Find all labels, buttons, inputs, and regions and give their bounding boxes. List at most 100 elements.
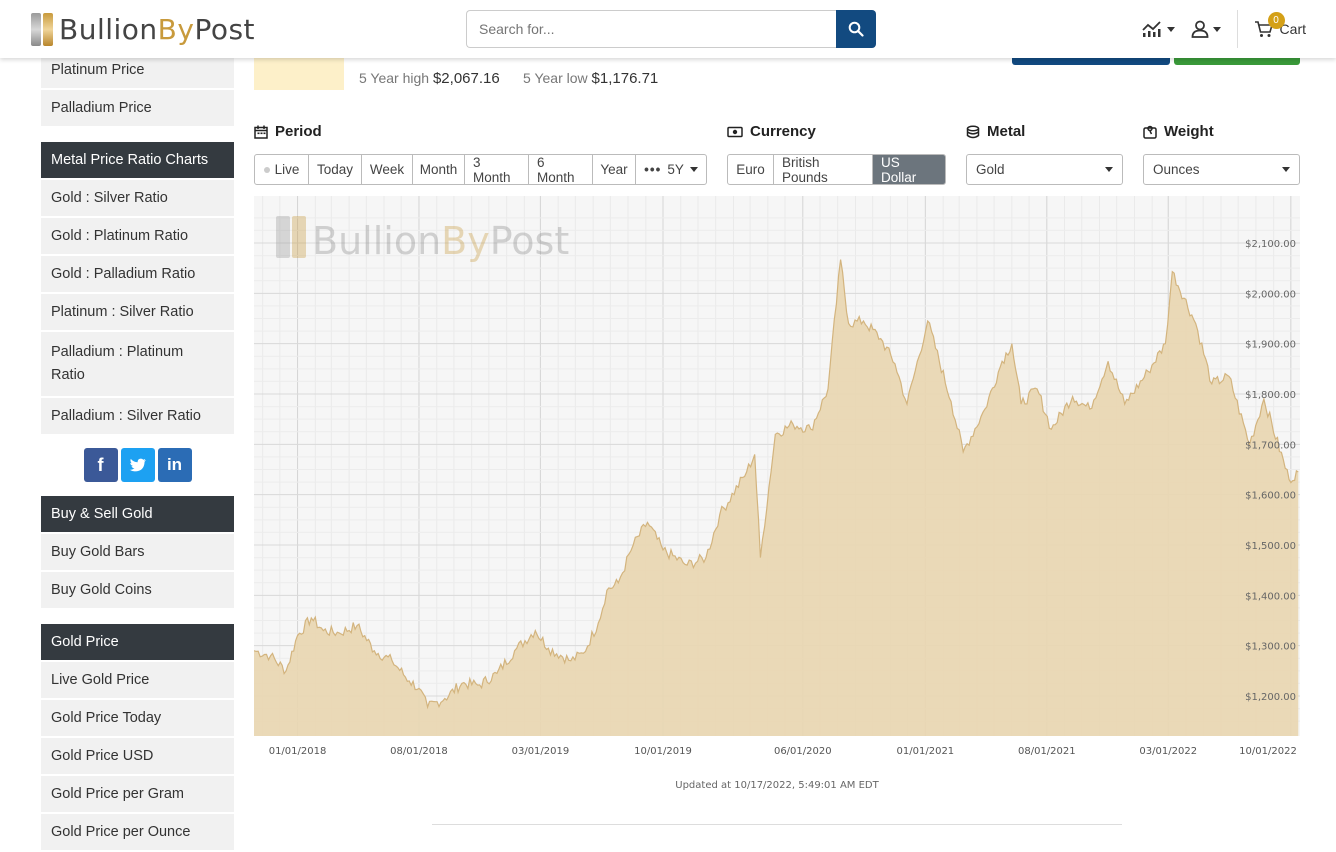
calendar-icon: [254, 125, 268, 139]
currency-gbp[interactable]: British Pounds: [774, 155, 873, 184]
chart-watermark: BullionByPost: [276, 216, 569, 263]
x-axis-labels: 01/01/2018 08/01/2018 03/01/2019 10/01/2019…: [269, 746, 1297, 757]
period-live[interactable]: Live: [255, 155, 309, 184]
account-menu[interactable]: [1191, 20, 1221, 38]
y-tick-label: $1,900.00: [1245, 340, 1296, 351]
gold-price-chart[interactable]: BullionByPost $1,200.00 $1,300.00 $1,400.0…: [253, 196, 1300, 770]
x-tick-label: 06/01/2020: [774, 746, 832, 757]
social-links: f in: [41, 448, 234, 482]
search-input[interactable]: [466, 10, 836, 48]
sidebar-item-gold-palladium-ratio[interactable]: Gold : Palladium Ratio: [41, 256, 234, 292]
sidebar-item-buy-gold-bars[interactable]: Buy Gold Bars: [41, 534, 234, 570]
x-tick-label: 01/01/2018: [269, 746, 327, 757]
high-label: 5 Year high: [359, 70, 430, 86]
currency-label: Currency: [727, 123, 816, 140]
site-logo[interactable]: BullionByPost: [31, 11, 255, 47]
period-month[interactable]: Month: [413, 155, 465, 184]
divider: [432, 824, 1122, 825]
sidebar-item-gold-platinum-ratio[interactable]: Gold : Platinum Ratio: [41, 218, 234, 254]
sidebar-item-gold-silver-ratio[interactable]: Gold : Silver Ratio: [41, 180, 234, 216]
user-icon: [1191, 20, 1208, 38]
sidebar-item-palladium-silver-ratio[interactable]: Palladium : Silver Ratio: [41, 398, 234, 434]
metal-select[interactable]: Gold: [966, 154, 1123, 185]
cart-button[interactable]: 0 Cart: [1236, 10, 1306, 48]
period-more-dropdown[interactable]: ••• 5Y: [636, 155, 706, 184]
sidebar-item-palladium-platinum-ratio[interactable]: Palladium : Platinum Ratio: [41, 332, 234, 396]
y-tick-label: $2,100.00: [1245, 239, 1296, 250]
chevron-down-icon: [1166, 26, 1175, 32]
period-week[interactable]: Week: [362, 155, 413, 184]
y-axis-labels: $1,200.00 $1,300.00 $1,400.00 $1,500.00 $1,6…: [1245, 239, 1296, 703]
low-label: 5 Year low: [523, 70, 588, 86]
period-year[interactable]: Year: [593, 155, 636, 184]
chevron-down-icon: [1212, 26, 1221, 32]
currency-selector: Euro British Pounds US Dollar: [727, 154, 946, 185]
y-tick-label: $1,800.00: [1245, 390, 1296, 401]
y-tick-label: $1,500.00: [1245, 541, 1296, 552]
cart-count-badge: 0: [1267, 12, 1285, 29]
weight-icon: [1143, 125, 1157, 139]
low-value: $1,176.71: [591, 70, 659, 87]
header-actions: 0 Cart: [1141, 10, 1306, 48]
x-tick-label: 10/01/2019: [634, 746, 692, 757]
logo-bars-icon: [31, 12, 53, 46]
svg-text:BullionByPost: BullionByPost: [312, 219, 569, 263]
sidebar-heading-ratio: Metal Price Ratio Charts: [41, 142, 234, 178]
sidebar-heading-buy-sell: Buy & Sell Gold: [41, 496, 234, 532]
y-tick-label: $1,700.00: [1245, 440, 1296, 451]
chart-icon: [1141, 21, 1161, 37]
x-tick-label: 08/01/2018: [390, 746, 448, 757]
currency-usd[interactable]: US Dollar: [873, 155, 945, 184]
logo-text: BullionByPost: [59, 12, 256, 46]
sidebar-item-live-gold-price[interactable]: Live Gold Price: [41, 662, 234, 698]
money-icon: [727, 126, 743, 137]
y-tick-label: $2,000.00: [1245, 289, 1296, 300]
sidebar-item-palladium-price[interactable]: Palladium Price: [41, 90, 234, 126]
period-today[interactable]: Today: [309, 155, 362, 184]
sidebar-item-platinum-price[interactable]: Platinum Price: [41, 52, 234, 88]
sidebar-item-gold-price-usd[interactable]: Gold Price USD: [41, 738, 234, 774]
site-header: BullionByPost 0 Cart: [0, 0, 1336, 58]
y-tick-label: $1,400.00: [1245, 591, 1296, 602]
price-area: [254, 259, 1299, 736]
facebook-icon[interactable]: f: [83, 448, 118, 482]
x-tick-label: 10/01/2022: [1239, 746, 1297, 757]
high-value: $2,067.16: [432, 70, 500, 87]
primary-action-button[interactable]: [1012, 58, 1170, 65]
y-tick-label: $1,200.00: [1245, 692, 1296, 703]
price-swatch: [254, 58, 344, 90]
twitter-icon[interactable]: [120, 448, 155, 482]
sidebar: Platinum Price Palladium Price Metal Pri…: [41, 52, 234, 852]
y-tick-label: $1,600.00: [1245, 491, 1296, 502]
coins-icon: [966, 125, 980, 138]
period-label: Period: [254, 123, 322, 140]
search-button[interactable]: [836, 10, 876, 48]
search-icon: [848, 21, 864, 37]
weight-label: Weight: [1143, 123, 1214, 140]
price-range-summary: 5 Year high $2,067.16 5 Year low $1,176.…: [359, 70, 658, 87]
secondary-action-button[interactable]: [1174, 58, 1300, 65]
live-dot-icon: [263, 166, 270, 173]
currency-euro[interactable]: Euro: [728, 155, 774, 184]
period-selector: Live Today Week Month 3 Month 6 Month Ye…: [254, 154, 707, 185]
chevron-down-icon: [1282, 167, 1290, 172]
sidebar-item-gold-price-per-gram[interactable]: Gold Price per Gram: [41, 776, 234, 812]
period-3-month[interactable]: 3 Month: [465, 155, 529, 184]
sidebar-item-gold-price-per-ounce[interactable]: Gold Price per Ounce: [41, 814, 234, 850]
charts-menu[interactable]: [1141, 20, 1175, 38]
linkedin-icon[interactable]: in: [157, 448, 192, 482]
cart-label: Cart: [1279, 21, 1306, 37]
sidebar-item-gold-price-today[interactable]: Gold Price Today: [41, 700, 234, 736]
metal-label: Metal: [966, 123, 1025, 140]
x-tick-label: 03/01/2022: [1139, 746, 1197, 757]
sidebar-item-platinum-silver-ratio[interactable]: Platinum : Silver Ratio: [41, 294, 234, 330]
weight-select[interactable]: Ounces: [1143, 154, 1300, 185]
chevron-down-icon: [1105, 167, 1113, 172]
x-tick-label: 03/01/2019: [512, 746, 570, 757]
price-line: [253, 259, 1299, 710]
x-tick-label: 08/01/2021: [1018, 746, 1076, 757]
sidebar-item-buy-gold-coins[interactable]: Buy Gold Coins: [41, 572, 234, 608]
period-6-month[interactable]: 6 Month: [529, 155, 593, 184]
chevron-down-icon: [689, 167, 698, 172]
chart-svg: BullionByPost $1,200.00 $1,300.00 $1,400.0…: [253, 196, 1300, 757]
